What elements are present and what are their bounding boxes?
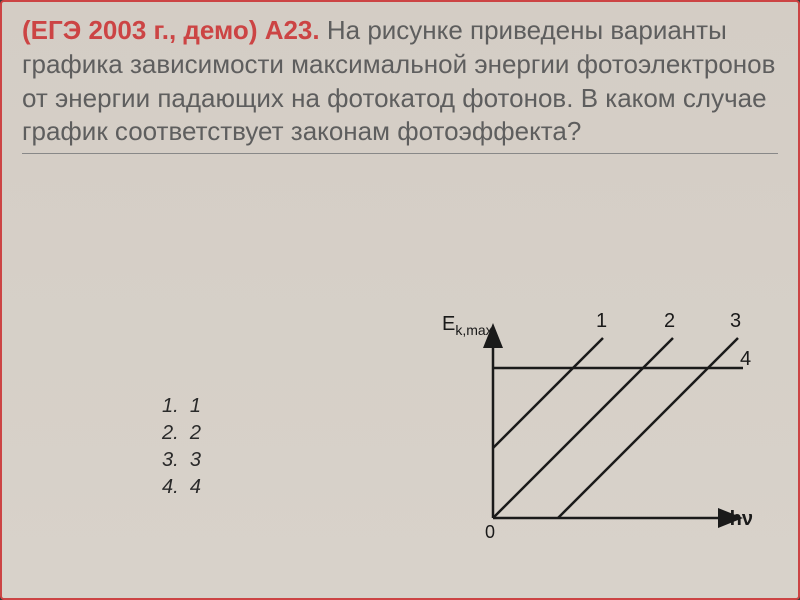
content-area: 1. 1 2. 2 3. 3 4. 4 bbox=[22, 288, 778, 568]
chart-svg bbox=[428, 308, 758, 558]
y-axis-label: Ek,max bbox=[442, 313, 493, 338]
question-header: (ЕГЭ 2003 г., демо) А23. bbox=[22, 15, 320, 45]
option-row: 4. 4 bbox=[162, 474, 201, 501]
line-label-2: 2 bbox=[664, 310, 675, 333]
chart-line-2 bbox=[493, 338, 673, 518]
answer-options: 1. 1 2. 2 3. 3 4. 4 bbox=[162, 393, 201, 501]
x-axis-label: hν bbox=[730, 508, 753, 531]
origin-label: 0 bbox=[485, 522, 495, 543]
underline-divider bbox=[22, 153, 778, 154]
line-label-1: 1 bbox=[596, 310, 607, 333]
chart-line-1 bbox=[493, 338, 603, 448]
chart-container: Ek,max hν 0 1 2 3 4 bbox=[428, 308, 758, 558]
slide-container: (ЕГЭ 2003 г., демо) А23. На рисунке прив… bbox=[0, 0, 800, 600]
option-row: 2. 2 bbox=[162, 420, 201, 447]
option-row: 1. 1 bbox=[162, 393, 201, 420]
question-text: (ЕГЭ 2003 г., демо) А23. На рисунке прив… bbox=[22, 14, 778, 149]
chart-line-3 bbox=[558, 338, 738, 518]
line-label-3: 3 bbox=[730, 310, 741, 333]
line-label-4: 4 bbox=[740, 348, 751, 371]
option-row: 3. 3 bbox=[162, 447, 201, 474]
